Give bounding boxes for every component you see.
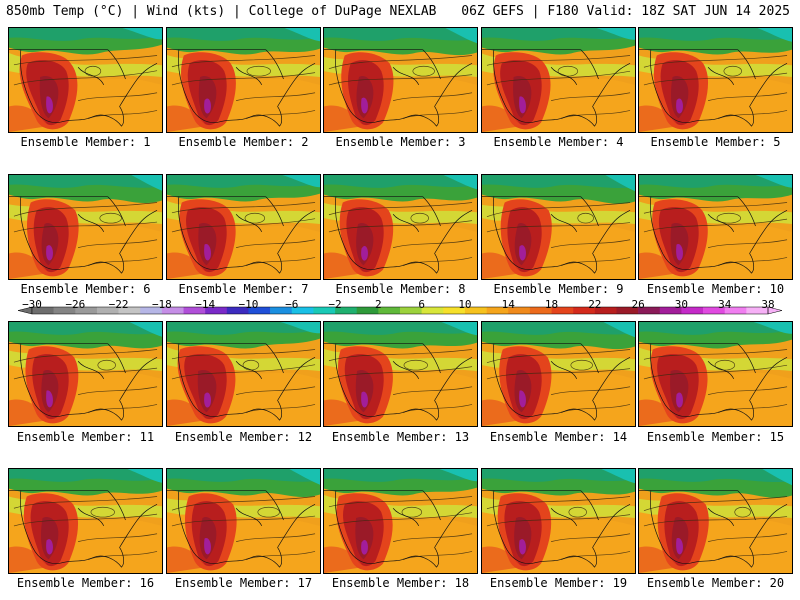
- colorbar-tick-label: −2: [328, 298, 342, 311]
- colorbar-swatch: [681, 307, 704, 314]
- colorbar-outline: [31, 306, 769, 315]
- colorbar-tick-label: 6: [418, 298, 425, 311]
- ensemble-member-map: [481, 174, 636, 280]
- ensemble-member-map: [638, 321, 793, 427]
- colorbar-tick-label: −6: [285, 298, 299, 311]
- ensemble-member-map: [638, 27, 793, 133]
- ensemble-member-label: Ensemble Member: 15: [646, 430, 785, 444]
- ensemble-member-label: Ensemble Member: 13: [331, 430, 470, 444]
- colorbar-swatch: [335, 307, 358, 314]
- valid-time: 06Z GEFS | F180 Valid: 18Z SAT JUN 14 20…: [461, 4, 790, 19]
- colorbar-tick-label: −26: [65, 298, 86, 311]
- ensemble-member-label: Ensemble Member: 18: [331, 576, 470, 590]
- colorbar-tick-label: 30: [674, 298, 689, 311]
- colorbar-tick-label: 22: [588, 298, 602, 311]
- colorbar-swatch: [443, 307, 466, 314]
- colorbar-tick-label: 18: [544, 298, 559, 311]
- colorbar-swatch: [32, 307, 54, 314]
- colorbar-tick-label: 34: [718, 298, 732, 311]
- colorbar-swatch: [724, 307, 747, 314]
- colorbar-swatch: [746, 307, 769, 314]
- ensemble-member-map: [323, 174, 478, 280]
- colorbar-swatch: [616, 307, 639, 314]
- ensemble-member-map: [323, 468, 478, 574]
- ensemble-member-label: Ensemble Member: 4: [493, 135, 624, 149]
- colorbar-tick-label: −10: [238, 298, 259, 311]
- ensemble-member-label: Ensemble Member: 6: [20, 282, 151, 296]
- colorbar-swatch: [291, 307, 314, 314]
- ensemble-member-map: [8, 27, 163, 133]
- colorbar-tick-label: 2: [375, 298, 382, 311]
- colorbar-tick-label: 10: [458, 298, 472, 311]
- colorbar-tick-label: 14: [501, 298, 515, 311]
- ensemble-member-map: [323, 27, 478, 133]
- colorbar: [17, 306, 783, 315]
- ensemble-member-label: Ensemble Member: 17: [174, 576, 313, 590]
- ensemble-member-label: Ensemble Member: 8: [335, 282, 466, 296]
- ensemble-member-label: Ensemble Member: 2: [178, 135, 309, 149]
- ensemble-member-label: Ensemble Member: 14: [489, 430, 628, 444]
- colorbar-tick-label: −14: [195, 298, 216, 311]
- ensemble-member-map: [166, 468, 321, 574]
- colorbar-tick-label: −18: [151, 298, 172, 311]
- colorbar-swatch: [508, 307, 531, 314]
- colorbar-swatch: [53, 307, 76, 314]
- chart-title: 850mb Temp (°C) | Wind (kts) | College o…: [6, 4, 437, 19]
- ensemble-member-map: [481, 321, 636, 427]
- ensemble-member-map: [166, 321, 321, 427]
- colorbar-tick-label: 38: [761, 298, 775, 311]
- ensemble-member-label: Ensemble Member: 11: [16, 430, 155, 444]
- ensemble-member-label: Ensemble Member: 3: [335, 135, 466, 149]
- ensemble-member-label: Ensemble Member: 7: [178, 282, 309, 296]
- ensemble-member-map: [481, 27, 636, 133]
- colorbar-swatch: [183, 307, 206, 314]
- ensemble-member-label: Ensemble Member: 20: [646, 576, 785, 590]
- colorbar-swatch: [464, 307, 487, 314]
- ensemble-member-map: [481, 468, 636, 574]
- colorbar-swatch: [659, 307, 682, 314]
- colorbar-swatch: [118, 307, 141, 314]
- ensemble-member-map: [166, 27, 321, 133]
- colorbar-swatch: [226, 307, 249, 314]
- colorbar-swatch: [75, 307, 98, 314]
- colorbar-swatch: [594, 307, 617, 314]
- colorbar-swatch: [161, 307, 184, 314]
- ensemble-member-label: Ensemble Member: 16: [16, 576, 155, 590]
- colorbar-tick-label: −22: [108, 298, 129, 311]
- colorbar-swatch: [638, 307, 661, 314]
- ensemble-member-label: Ensemble Member: 10: [646, 282, 785, 296]
- colorbar-swatch: [400, 307, 422, 314]
- ensemble-member-label: Ensemble Member: 1: [20, 135, 151, 149]
- colorbar-swatch: [313, 307, 336, 314]
- ensemble-member-map: [8, 468, 163, 574]
- colorbar-swatch: [378, 307, 401, 314]
- colorbar-swatch: [529, 307, 552, 314]
- ensemble-member-label: Ensemble Member: 19: [489, 576, 628, 590]
- ensemble-member-map: [638, 468, 793, 574]
- colorbar-tick-label: −30: [22, 298, 42, 311]
- ensemble-member-map: [166, 174, 321, 280]
- colorbar-swatch: [356, 307, 379, 314]
- colorbar-swatch: [96, 307, 119, 314]
- colorbar-swatch: [248, 307, 271, 314]
- ensemble-member-label: Ensemble Member: 5: [650, 135, 781, 149]
- ensemble-member-map: [8, 321, 163, 427]
- ensemble-member-map: [8, 174, 163, 280]
- ensemble-member-map: [323, 321, 478, 427]
- colorbar-swatch: [703, 307, 726, 314]
- colorbar-swatch: [573, 307, 596, 314]
- colorbar-swatch: [421, 307, 444, 314]
- colorbar-tick-label: 26: [631, 298, 645, 311]
- colorbar-swatch: [205, 307, 228, 314]
- ensemble-member-map: [638, 174, 793, 280]
- ensemble-member-label: Ensemble Member: 12: [174, 430, 313, 444]
- colorbar-swatch: [551, 307, 574, 314]
- colorbar-swatch: [270, 307, 293, 314]
- colorbar-swatch: [486, 307, 509, 314]
- colorbar-swatch: [140, 307, 163, 314]
- ensemble-member-label: Ensemble Member: 9: [493, 282, 624, 296]
